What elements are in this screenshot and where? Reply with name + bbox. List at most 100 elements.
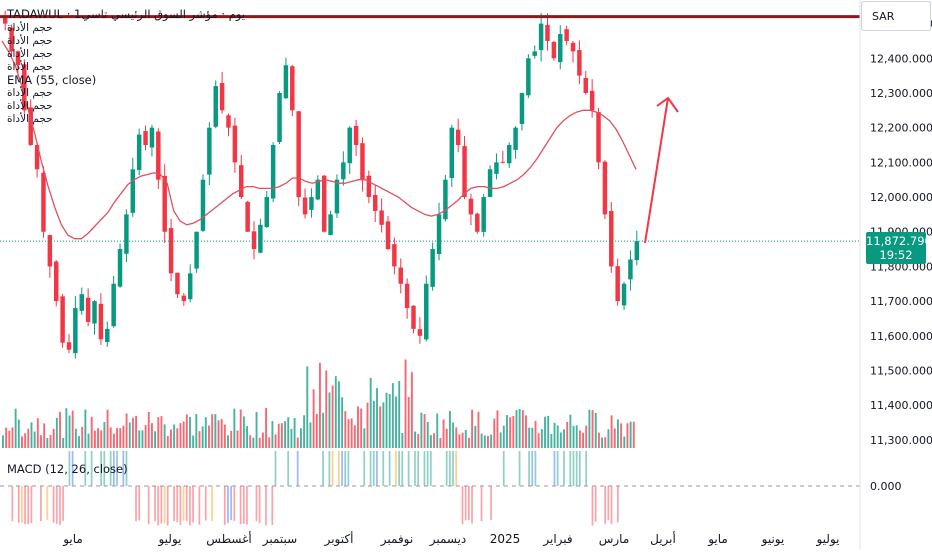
volume-bar xyxy=(11,427,14,448)
macd-bar xyxy=(461,486,464,525)
volume-bar xyxy=(30,422,33,448)
macd-bar xyxy=(109,451,112,486)
volume-bar xyxy=(208,425,210,448)
x-tick-label: سبتمبر xyxy=(262,532,297,547)
volume-bar xyxy=(284,421,287,448)
volume-bar xyxy=(613,428,616,448)
currency-selector[interactable]: SAR xyxy=(861,1,931,31)
macd-bar xyxy=(467,486,470,521)
macd-bar xyxy=(401,451,404,486)
volume-bar xyxy=(211,414,214,448)
volume-bar xyxy=(116,428,119,448)
candle-body xyxy=(283,65,289,99)
macd-bar xyxy=(116,451,118,486)
macd-bar xyxy=(344,451,347,486)
volume-bar xyxy=(388,394,391,448)
macd-bar xyxy=(578,451,581,486)
candle-body xyxy=(181,295,187,302)
x-tick-label: أبريل xyxy=(650,531,676,547)
macd-bar xyxy=(122,451,125,486)
y-tick-label: 11,300.000 xyxy=(870,434,932,447)
volume-bar xyxy=(506,415,508,448)
volume-bar xyxy=(46,437,49,448)
volume-bar xyxy=(632,421,635,448)
volume-bar xyxy=(125,413,128,448)
candle-body xyxy=(385,221,391,250)
chart-title[interactable]: TADAWUL · 1يوم · مؤشر السوق الرئيسي تاسي xyxy=(7,7,245,21)
macd-bar xyxy=(227,486,229,523)
macd-bar xyxy=(157,486,160,526)
volume-bar xyxy=(442,419,445,448)
volume-bar xyxy=(33,431,36,448)
macd-bar xyxy=(62,486,64,521)
candle-body xyxy=(60,296,65,343)
candle-body xyxy=(47,235,53,267)
macd-bar xyxy=(230,486,232,521)
candle-body xyxy=(149,127,155,148)
volume-bar xyxy=(170,429,172,448)
volume-bar xyxy=(601,437,604,448)
ema-legend[interactable]: EMA (55, close) xyxy=(7,73,97,87)
candle-body xyxy=(398,267,403,284)
volume-bar xyxy=(97,428,100,448)
candle-body xyxy=(545,24,550,41)
candle-body xyxy=(226,115,231,128)
candle-body xyxy=(200,179,206,231)
volume-bar xyxy=(597,432,600,448)
last-price-value: 11,872.790 xyxy=(866,234,932,249)
forecast-arrow[interactable] xyxy=(644,96,679,244)
volume-bar xyxy=(483,435,486,448)
volume-bar xyxy=(192,435,195,448)
volume-bar xyxy=(84,409,87,448)
volume-bar xyxy=(233,408,236,448)
volume-bar xyxy=(502,425,505,448)
candle-body xyxy=(404,283,410,309)
volume-bar xyxy=(585,425,588,448)
candle-body xyxy=(34,145,40,170)
volume-bar xyxy=(214,414,217,448)
volume-bar xyxy=(490,434,493,448)
volume-bar xyxy=(141,430,144,448)
macd-legend[interactable]: MACD (12, 26, close) xyxy=(7,462,128,476)
macd-bar xyxy=(21,486,23,523)
candle-body xyxy=(449,127,455,179)
volume-bar xyxy=(271,421,274,448)
volume-bar xyxy=(2,435,4,448)
candle-body xyxy=(481,197,486,232)
candle-body xyxy=(475,213,480,232)
macd-bar xyxy=(616,486,619,523)
x-tick-label: مايو xyxy=(62,532,83,547)
volume-bar xyxy=(27,428,30,448)
macd-bar xyxy=(271,486,274,525)
volume-bar xyxy=(344,411,347,448)
volume-bar xyxy=(166,435,169,448)
candle-body xyxy=(417,329,423,336)
macd-bar xyxy=(125,451,128,486)
x-tick-label: مايو xyxy=(707,532,728,547)
macd-bar xyxy=(27,486,30,525)
candle-body xyxy=(583,77,589,93)
macd-bar xyxy=(490,486,492,521)
candle-body xyxy=(251,231,257,250)
x-tick-label: 2025 xyxy=(490,532,521,546)
volume-bar xyxy=(312,389,315,448)
macd-bar xyxy=(46,486,49,521)
volume-bar xyxy=(594,413,597,448)
candle-body xyxy=(392,244,397,267)
macd-bar xyxy=(369,451,372,486)
candle-body xyxy=(232,125,238,163)
volume-bar xyxy=(287,417,290,448)
volume-bar xyxy=(537,433,540,448)
time-axis[interactable]: مايو يوليو أغسطس سبتمبر أكتوبر نوفمبر ديسمبر 20… xyxy=(62,531,839,547)
macd-bar xyxy=(328,451,331,486)
volume-bar xyxy=(144,425,147,448)
candle-body xyxy=(245,201,250,232)
volume-bar xyxy=(36,418,39,448)
candle-body xyxy=(615,266,620,302)
candle-body xyxy=(628,259,633,280)
volume-bar xyxy=(204,417,207,448)
x-tick-label: أغسطس xyxy=(206,531,251,547)
candle-body xyxy=(494,162,499,174)
volume-bar xyxy=(128,422,131,448)
volume-bar xyxy=(296,437,299,448)
